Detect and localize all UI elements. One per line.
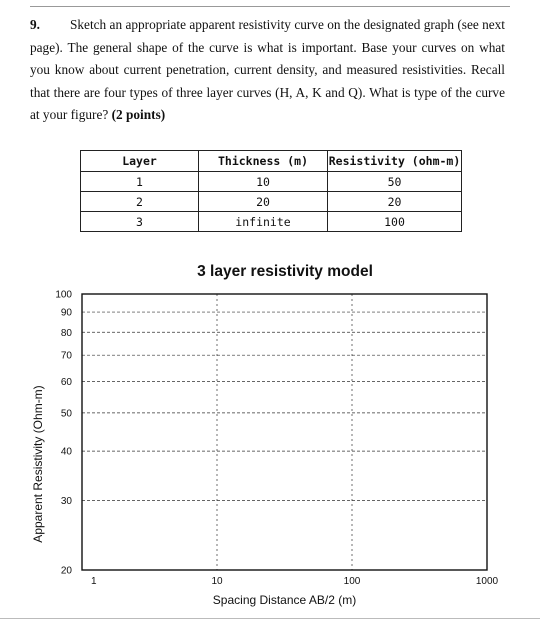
plot-frame[interactable] (81, 293, 488, 571)
y-tick-label: 20 (61, 566, 73, 577)
top-rule (30, 6, 510, 7)
y-tick-label: 50 (61, 408, 73, 419)
y-tick-label: 70 (61, 351, 73, 362)
question-number: 9. (30, 17, 40, 32)
x-axis-label: Spacing Distance AB/2 (m) (213, 593, 356, 607)
table-row: 2 20 20 (80, 191, 462, 212)
question-text: Sketch an appropriate apparent resistivi… (30, 17, 505, 122)
x-tick-label: 1 (91, 576, 97, 587)
cell-resistivity: 100 (327, 211, 462, 232)
grid-layer (82, 294, 487, 570)
question-block: 9. Sketch an appropriate apparent resisti… (30, 14, 505, 127)
y-tick-label: 30 (61, 496, 73, 507)
header-resistivity: Resistivity (ohm-m) (327, 150, 462, 172)
y-tick-label: 40 (61, 447, 73, 458)
table-header-row: Layer Thickness (m) Resistivity (ohm-m) (80, 150, 462, 172)
y-tick-label: 90 (61, 308, 73, 319)
y-axis-label: Apparent Resistivity (Ohm-m) (31, 385, 45, 542)
y-tick-label: 80 (61, 328, 73, 339)
table-row: 3 infinite 100 (80, 211, 462, 232)
layer-table: Layer Thickness (m) Resistivity (ohm-m) … (80, 150, 462, 232)
y-tick-label: 100 (55, 290, 72, 301)
y-tick-label: 60 (61, 377, 73, 388)
x-tick-label: 10 (211, 576, 223, 587)
chart-title: 3 layer resistivity model (197, 263, 373, 280)
bottom-rule (0, 618, 540, 619)
cell-thickness: infinite (198, 211, 328, 232)
x-tick-label: 1000 (476, 576, 499, 587)
question-points: (2 points) (111, 107, 166, 122)
x-tick-label: 100 (344, 576, 361, 587)
